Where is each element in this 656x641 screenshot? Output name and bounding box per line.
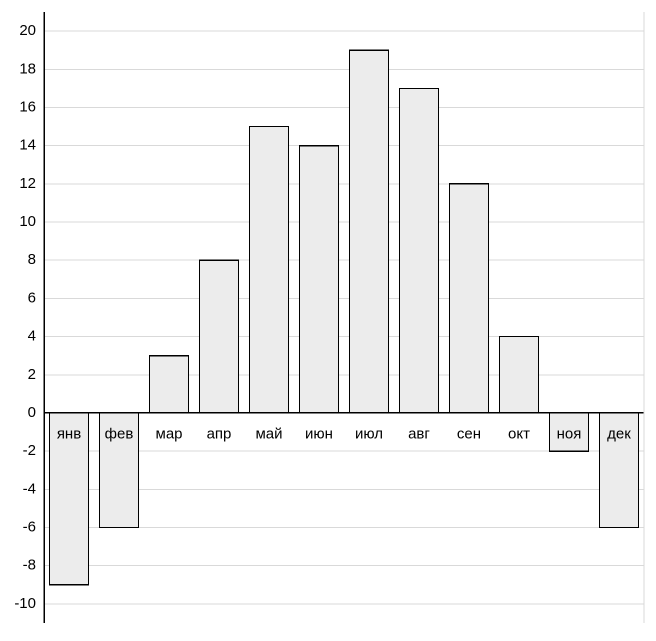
chart-svg: -10 -8 -6 -4 -2 0 2 4 6 8 10 12 14 16 18 20 янв фев мар апр… [0,0,656,641]
y-tick-label: 0 [28,404,36,421]
x-category-label: июл [355,426,383,443]
bar [150,356,189,413]
x-category-label: окт [508,426,530,443]
x-category-label: фев [105,426,134,443]
bar [450,184,489,413]
y-tick-label: -2 [23,442,36,459]
x-category-label: сен [457,426,481,443]
y-tick-label: -10 [14,595,36,612]
x-category-label: апр [207,426,232,443]
y-tick-label: -8 [23,557,36,574]
y-tick-label: 12 [19,175,36,192]
y-tick-label: 10 [19,213,36,230]
y-tick-label: 6 [28,289,36,306]
bar-chart: -10 -8 -6 -4 -2 0 2 4 6 8 10 12 14 16 18 20 янв фев мар апр… [0,0,656,641]
x-category-label: июн [305,426,333,443]
x-category-label: ноя [557,426,582,443]
bar [400,88,439,413]
bar [200,260,239,413]
y-tick-label: -6 [23,519,36,536]
x-category-label: янв [57,426,81,443]
y-tick-label: 16 [19,98,36,115]
y-tick-label: 4 [28,328,36,345]
bar [350,50,389,413]
y-tick-label: 18 [19,60,36,77]
x-category-label: авг [408,426,430,443]
y-tick-label: 20 [19,22,36,39]
y-tick-label: 14 [19,137,36,154]
x-category-label: май [255,426,282,443]
bar [500,337,539,413]
x-category-label: дек [607,426,631,443]
x-category-label: мар [156,426,183,443]
bar [250,127,289,413]
y-tick-label: 2 [28,366,36,383]
y-tick-label: 8 [28,251,36,268]
y-tick-label: -4 [23,480,36,497]
bar [300,146,339,413]
